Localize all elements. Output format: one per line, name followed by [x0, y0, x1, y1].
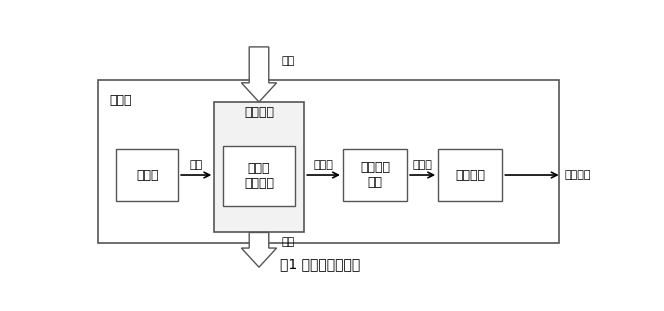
- Text: 滤波放大
电路: 滤波放大 电路: [360, 161, 390, 189]
- Text: 传感器: 传感器: [110, 94, 132, 107]
- Text: 激光源: 激光源: [136, 169, 159, 182]
- Bar: [214, 102, 304, 233]
- Text: 激光: 激光: [190, 160, 203, 170]
- Text: 空气: 空气: [282, 237, 295, 247]
- Bar: [438, 149, 503, 201]
- Text: 图1 传感器功能框图: 图1 传感器功能框图: [280, 257, 360, 271]
- Text: 光散射
测量腔体: 光散射 测量腔体: [244, 162, 274, 190]
- Bar: [343, 149, 407, 201]
- Text: 电信号: 电信号: [313, 160, 333, 170]
- Polygon shape: [242, 47, 277, 102]
- Bar: [98, 81, 559, 243]
- Bar: [223, 146, 295, 206]
- Bar: [116, 149, 178, 201]
- Text: 微处理器: 微处理器: [456, 169, 485, 182]
- Text: 空气通道: 空气通道: [244, 106, 274, 119]
- Text: 空气: 空气: [282, 56, 295, 66]
- Text: 电信号: 电信号: [413, 160, 432, 170]
- Polygon shape: [242, 233, 277, 267]
- Text: 数字信号: 数字信号: [564, 170, 591, 180]
